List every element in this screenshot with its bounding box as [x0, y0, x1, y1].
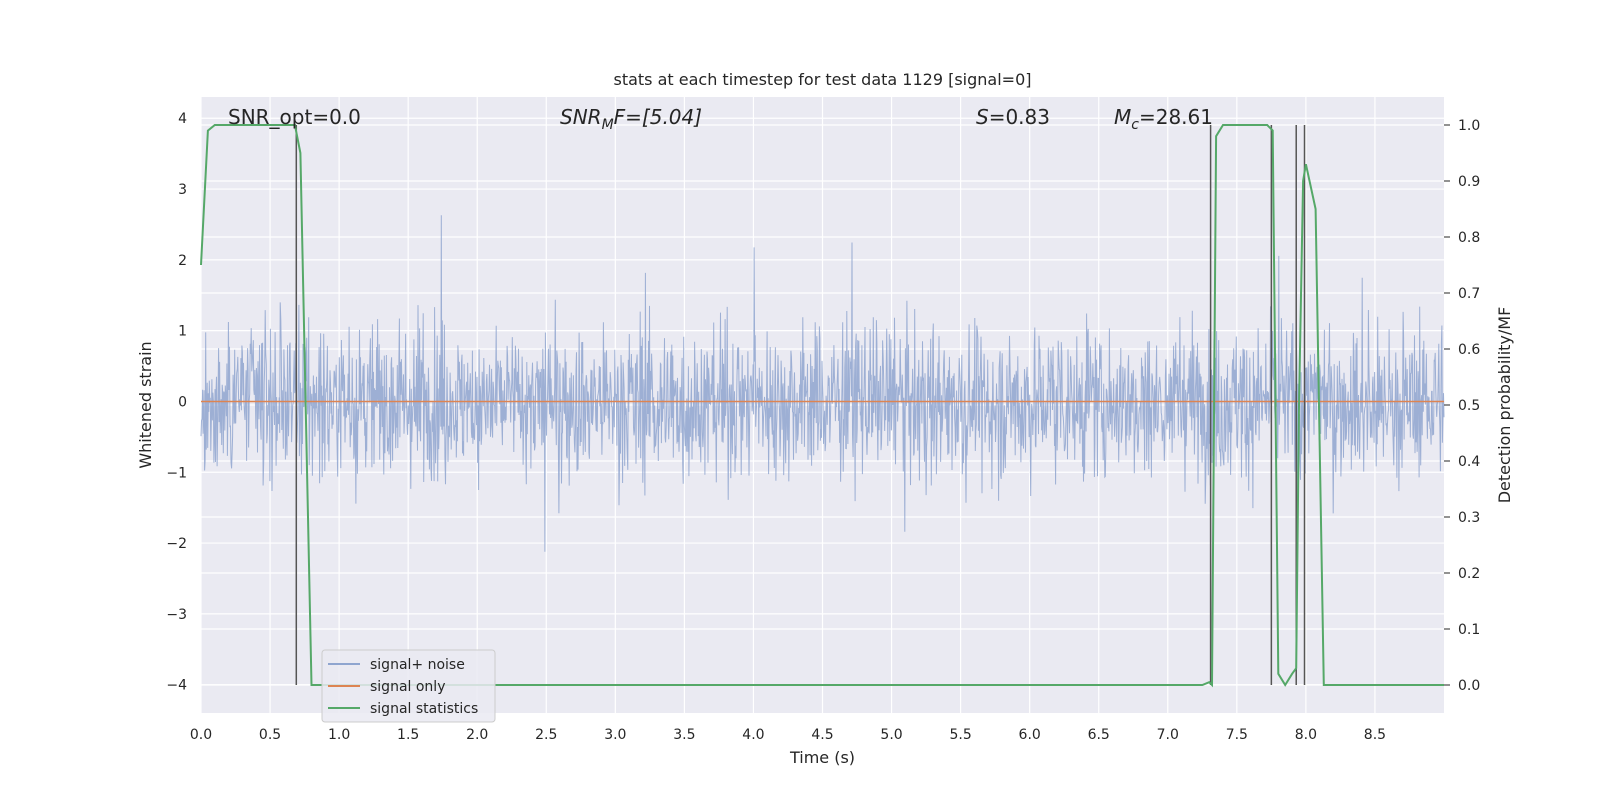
- tick-labels: 0.0 0.5 1.0 1.5 2.0 2.5 3.0 3.5 4.0 4.5 5.0 5.5 6.0 6…: [166, 111, 1480, 743]
- x-tick-label: 2.5: [535, 727, 557, 743]
- y-right-tick-label: 0.0: [1458, 678, 1480, 694]
- legend-label-signal-noise: signal+ noise: [370, 657, 465, 673]
- x-tick-label: 4.0: [742, 727, 764, 743]
- legend-label-signal-statistics: signal statistics: [370, 701, 478, 717]
- signal-noise-line: [200, 215, 1445, 552]
- y-right-tick-label: 0.1: [1458, 622, 1480, 638]
- x-tick-label: 4.5: [811, 727, 833, 743]
- y-tick-label: 4: [178, 111, 187, 127]
- x-tick-label: 0.0: [190, 727, 212, 743]
- annotation-s-symbol: S: [976, 105, 989, 129]
- x-axis-label: Time (s): [789, 748, 855, 767]
- y-axis-label: Whitened strain: [136, 341, 155, 468]
- annotation-s: S=0.83: [976, 105, 1050, 129]
- annotation-snr-mf: SNRMF=[5.04]: [560, 105, 702, 133]
- legend-box: [321, 649, 496, 723]
- y-tick-label: −1: [166, 465, 187, 481]
- legend-label-signal-only: signal only: [370, 679, 445, 695]
- annotation-mc-value: =28.61: [1139, 105, 1213, 129]
- y-right-tick-label: 0.3: [1458, 510, 1480, 526]
- annotation-mc: Mc=28.61: [1114, 105, 1213, 133]
- x-tick-label: 3.0: [604, 727, 626, 743]
- x-tick-label: 8.5: [1364, 727, 1386, 743]
- y-right-tick-label: 0.6: [1458, 342, 1480, 358]
- annotation-mc-sub: c: [1131, 117, 1139, 133]
- y-tick-label: 3: [178, 182, 187, 198]
- y-right-tick-label: 0.7: [1458, 286, 1480, 302]
- x-tick-label: 2.0: [466, 727, 488, 743]
- y-right-tick-label: 0.4: [1458, 454, 1480, 470]
- signal-statistics-line: [200, 124, 1444, 688]
- annotation-s-value: =0.83: [989, 105, 1050, 129]
- y-tick-label: 2: [178, 253, 187, 269]
- chart-title: stats at each timestep for test data 112…: [613, 70, 1031, 89]
- x-tick-label: 5.5: [949, 727, 971, 743]
- legend: signal+ noise signal only signal statist…: [321, 649, 496, 723]
- x-tick-label: 6.0: [1019, 727, 1041, 743]
- gridlines: [200, 97, 1444, 713]
- signal-noise-series: [200, 215, 1445, 552]
- x-tick-label: 1.0: [328, 727, 350, 743]
- y-right-tick-label: 0.9: [1458, 174, 1480, 190]
- y-right-tick-label: 1.0: [1458, 118, 1480, 134]
- x-tick-label: 6.5: [1088, 727, 1110, 743]
- y-tick-label: 1: [178, 324, 187, 340]
- x-tick-label: 5.0: [880, 727, 902, 743]
- y-right-tick-label: 0.5: [1458, 398, 1480, 414]
- x-tick-label: 1.5: [397, 727, 419, 743]
- y-tick-label: −2: [166, 536, 187, 552]
- x-tick-label: 0.5: [259, 727, 281, 743]
- y-tick-label: −4: [166, 678, 187, 694]
- y-axis-right-label: Detection probability/MF: [1495, 307, 1514, 504]
- annotation-snr-mf-main: SNR: [560, 105, 602, 129]
- signal-statistics-series: [200, 124, 1444, 688]
- x-tick-label: 8.0: [1295, 727, 1317, 743]
- annotation-mc-symbol: M: [1114, 105, 1131, 129]
- y-tick-label: −3: [166, 607, 187, 623]
- annotation-snr-mf-sub: M: [602, 117, 614, 133]
- x-tick-label: 3.5: [673, 727, 695, 743]
- y-right-tick-label: 0.8: [1458, 230, 1480, 246]
- annotation-snr-opt: SNR_opt=0.0: [228, 105, 361, 129]
- annotation-snr-mf-rest: F=[5.04]: [614, 105, 702, 129]
- y-right-tick-label: 0.2: [1458, 566, 1480, 582]
- x-tick-label: 7.0: [1157, 727, 1179, 743]
- x-tick-label: 7.5: [1226, 727, 1248, 743]
- y-tick-label: 0: [178, 394, 187, 410]
